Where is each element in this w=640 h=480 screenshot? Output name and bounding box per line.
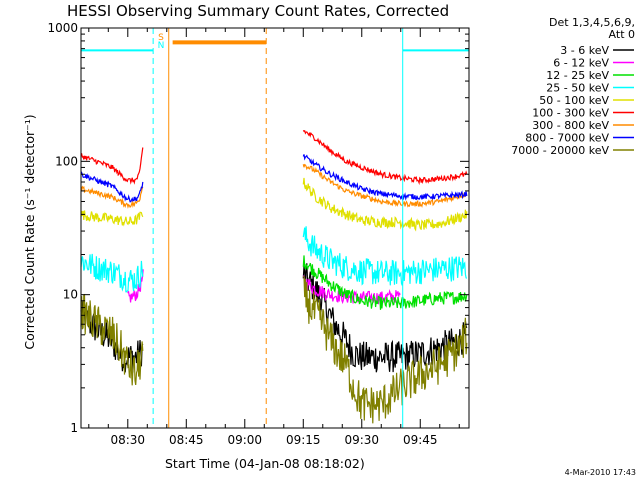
marker-label: S [158,33,164,43]
series-800-7000-kev [80,154,468,203]
series-100-300-kev [80,129,468,186]
x-tick-label: 09:45 [403,433,438,447]
legend-label: 3 - 6 keV [560,44,609,57]
series-line-segment [80,171,144,203]
series-layer [80,129,468,424]
series-12-25-kev [302,255,468,310]
y-tick-label: 1 [70,421,78,435]
legend-label: 800 - 7000 keV [525,132,609,145]
series-line-segment [302,129,468,186]
series-line-segment [80,147,144,185]
series-line-segment [302,255,468,310]
series-line-segment [80,253,144,293]
y-axis-label: Corrected Count Rate (s⁻¹ detector⁻¹) [22,114,37,349]
series-line-segment [302,263,468,373]
legend-label: 25 - 50 keV [546,82,609,95]
series-25-50-kev [80,226,468,293]
legend-label: 50 - 100 keV [539,94,609,107]
legend-label: 300 - 800 keV [532,119,609,132]
series-50-100-kev [80,177,468,232]
series-line-segment [303,276,468,424]
y-tick-label: 1000 [47,21,78,35]
y-tick-label: 10 [63,288,78,302]
plot-frame [80,27,470,429]
series-line-segment [302,154,468,201]
legend-label: 7000 - 20000 keV [511,144,609,157]
axes-layer: 08:30 08:45 09:00 09:15 09:30 09:45 1 10 100 1000 [47,21,470,447]
series-line-segment [80,293,144,386]
footer-date: 4-Mar-2010 17:43 [565,468,636,477]
x-tick-label: 09:00 [227,433,262,447]
legend-label: 100 - 300 keV [532,107,609,120]
series-line-segment [80,185,144,209]
marker-label: N [158,41,165,51]
series-line-segment [302,226,468,286]
series-line-segment [302,163,468,208]
x-tick-label: 08:30 [110,433,145,447]
y-tick-label: 100 [55,154,78,168]
series-line-segment [127,269,144,303]
series-line-segment [80,210,144,227]
chart-title: HESSI Observing Summary Count Rates, Cor… [67,2,449,20]
series-300-800-kev [80,163,468,209]
series-7000-20000-kev [80,276,468,424]
x-axis-label: Start Time (04-Jan-08 08:18:02) [165,456,365,471]
x-tick-label: 08:45 [169,433,204,447]
x-tick-label: 09:15 [286,433,321,447]
legend-header-line2: Att 0 [609,28,635,41]
legend-label: 6 - 12 keV [553,57,609,70]
legend-label: 12 - 25 keV [546,69,609,82]
legend-header-line1: Det 1,3,4,5,6,9, [549,16,635,29]
x-tick-label: 09:30 [344,433,379,447]
series-line-segment [302,177,468,232]
